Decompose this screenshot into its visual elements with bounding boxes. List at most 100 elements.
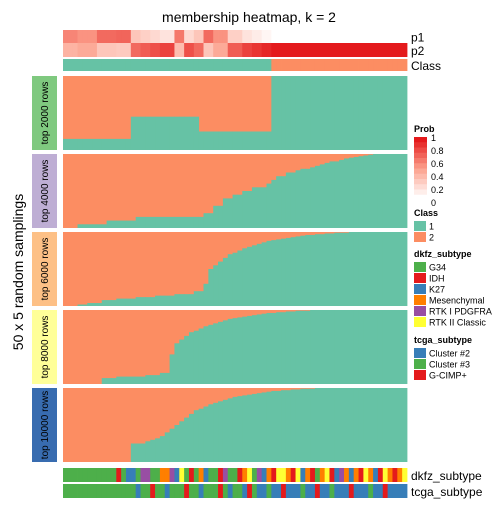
class-cell [77,59,83,71]
p2-cell [377,43,384,57]
p1-cell [140,30,146,43]
class-cell [63,59,69,71]
tcga-row-label: tcga_subtype [411,485,483,499]
class-cell [290,59,296,71]
class-cell [67,59,74,71]
membership-column [290,311,296,384]
dkfz-subtype-cell [82,468,88,482]
membership-column [232,194,238,228]
dkfz-subtype-cell [184,468,190,482]
membership-column [174,294,180,306]
membership-column [348,76,355,150]
membership-column [140,443,146,462]
prob-legend-tick: 1 [431,133,436,143]
p1-cell [232,30,238,43]
chart-title: membership heatmap, k = 2 [162,9,336,25]
membership-column [247,246,253,306]
class-cell [319,59,326,71]
membership-column [373,232,379,306]
membership-column [377,232,384,306]
class-cell [72,59,78,71]
membership-column [140,216,146,228]
p1-cell [314,30,321,43]
membership-column [353,310,359,384]
p1-cell [276,30,282,43]
membership-column [310,234,316,306]
membership-column [397,310,403,384]
membership-column [329,76,335,150]
panel-strip [32,232,57,306]
p2-cell [261,43,267,57]
membership-column [184,216,190,228]
membership-column [188,413,195,462]
membership-column [232,252,238,306]
p1-cell [87,30,93,43]
tcga-subtype-cell [290,484,296,498]
p1-cell [290,30,296,43]
membership-column [184,294,190,306]
p2-cell [242,43,248,57]
membership-column [193,216,200,228]
dkfz-subtype-cell [198,468,204,482]
membership-column [344,158,350,228]
dkfz-subtype-cell [290,468,296,482]
class-legend-swatch [414,232,426,242]
dkfz-subtype-cell [266,468,272,482]
tcga-subtype-cell [358,484,364,498]
membership-column [373,154,379,228]
membership-column [242,316,248,384]
membership-column [382,388,389,462]
p2-cell [334,43,340,57]
class-legend-label: 2 [429,233,434,243]
dkfz-subtype-cell [193,468,200,482]
dkfz-subtype-cell [329,468,335,482]
sampling-panels: top 2000 rows top 4000 rows top 6000 rows t… [32,76,408,462]
membership-column [155,116,161,150]
tcga-subtype-cell [348,484,355,498]
membership-column [164,372,170,384]
membership-column [184,335,190,384]
dkfz-subtype-cell [140,468,146,482]
p2-cell [237,43,243,57]
dkfz-subtype-cell [358,468,364,482]
membership-column [319,234,326,306]
membership-column [174,116,180,150]
membership-column [121,138,127,150]
membership-column [295,389,301,462]
dkfz-subtype-cell [402,468,408,482]
class-cell [155,59,161,71]
class-cell [208,59,214,71]
class-cell [247,59,253,71]
tcga-subtype-cell [232,484,238,498]
membership-column [261,313,267,384]
membership-column [106,300,112,306]
membership-column [358,388,364,462]
dkfz-subtype-cell [363,468,369,482]
panel-strip-label: top 8000 rows [40,316,51,379]
membership-column [145,116,151,150]
p1-cell [174,30,180,43]
membership-column [72,138,78,150]
class-cell [310,59,316,71]
membership-column [310,388,316,462]
p2-cell [193,43,200,57]
dkfz-subtype-cell [348,468,355,482]
tcga-legend-label: Cluster #3 [429,360,470,370]
membership-column [261,242,267,306]
membership-column [222,198,229,228]
dkfz-legend-swatch [414,317,426,327]
membership-column [145,297,151,306]
membership-column [344,310,350,384]
p1-cell [247,30,253,43]
p1-cell [324,30,330,43]
membership-column [159,116,166,150]
p1-cell [261,30,267,43]
p1-cell [218,30,224,43]
class-cell [314,59,321,71]
membership-column [348,232,355,306]
membership-column [145,375,151,384]
membership-column [164,116,170,150]
dkfz-subtype-cell [87,468,93,482]
membership-column [96,303,103,306]
